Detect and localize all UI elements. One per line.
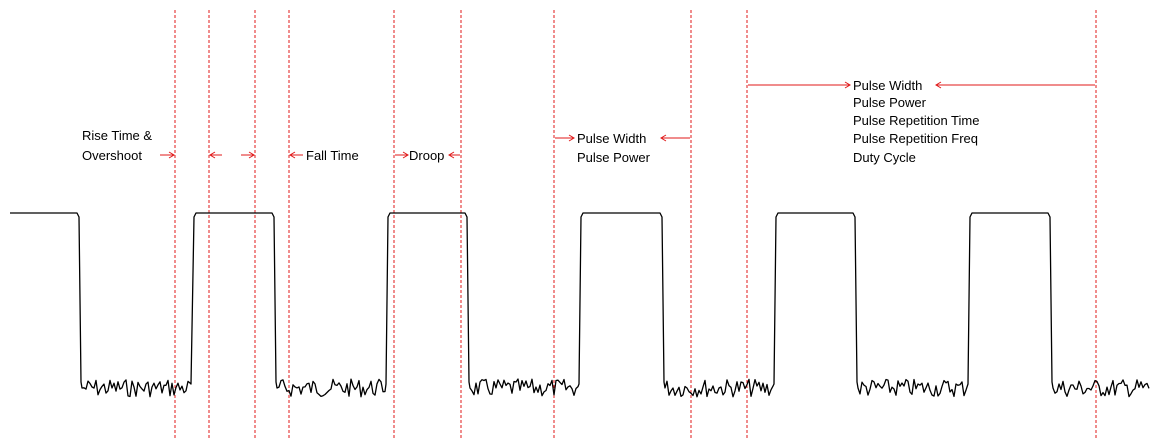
pulse-width-arrows-1 xyxy=(555,134,690,142)
pulse-width-arrows-2 xyxy=(748,81,1095,89)
droop-label: Droop xyxy=(409,148,444,163)
overshoot-arrows xyxy=(209,151,255,159)
droop-arrows xyxy=(395,151,460,159)
guide-lines xyxy=(174,10,1097,440)
pulse-width-label-2: Pulse Width xyxy=(853,78,922,93)
pulse-waveform xyxy=(10,212,1150,398)
fall-time-label: Fall Time xyxy=(306,148,359,163)
duty-cycle-label: Duty Cycle xyxy=(853,150,916,165)
overshoot-label: Overshoot xyxy=(82,148,142,163)
pulse-power-label-1: Pulse Power xyxy=(577,150,651,165)
annotation-labels: Rise Time & Overshoot Fall Time Droop Pu… xyxy=(82,78,979,165)
pulse-repetition-time-label: Pulse Repetition Time xyxy=(853,113,979,128)
pulse-repetition-freq-label: Pulse Repetition Freq xyxy=(853,131,978,146)
pulse-width-label-1: Pulse Width xyxy=(577,131,646,146)
measurement-arrows xyxy=(160,81,1095,159)
rise-time-label: Rise Time & xyxy=(82,128,152,143)
rise-time-arrow xyxy=(160,151,175,159)
pulse-power-label-2: Pulse Power xyxy=(853,95,927,110)
fall-time-arrow xyxy=(289,151,303,159)
